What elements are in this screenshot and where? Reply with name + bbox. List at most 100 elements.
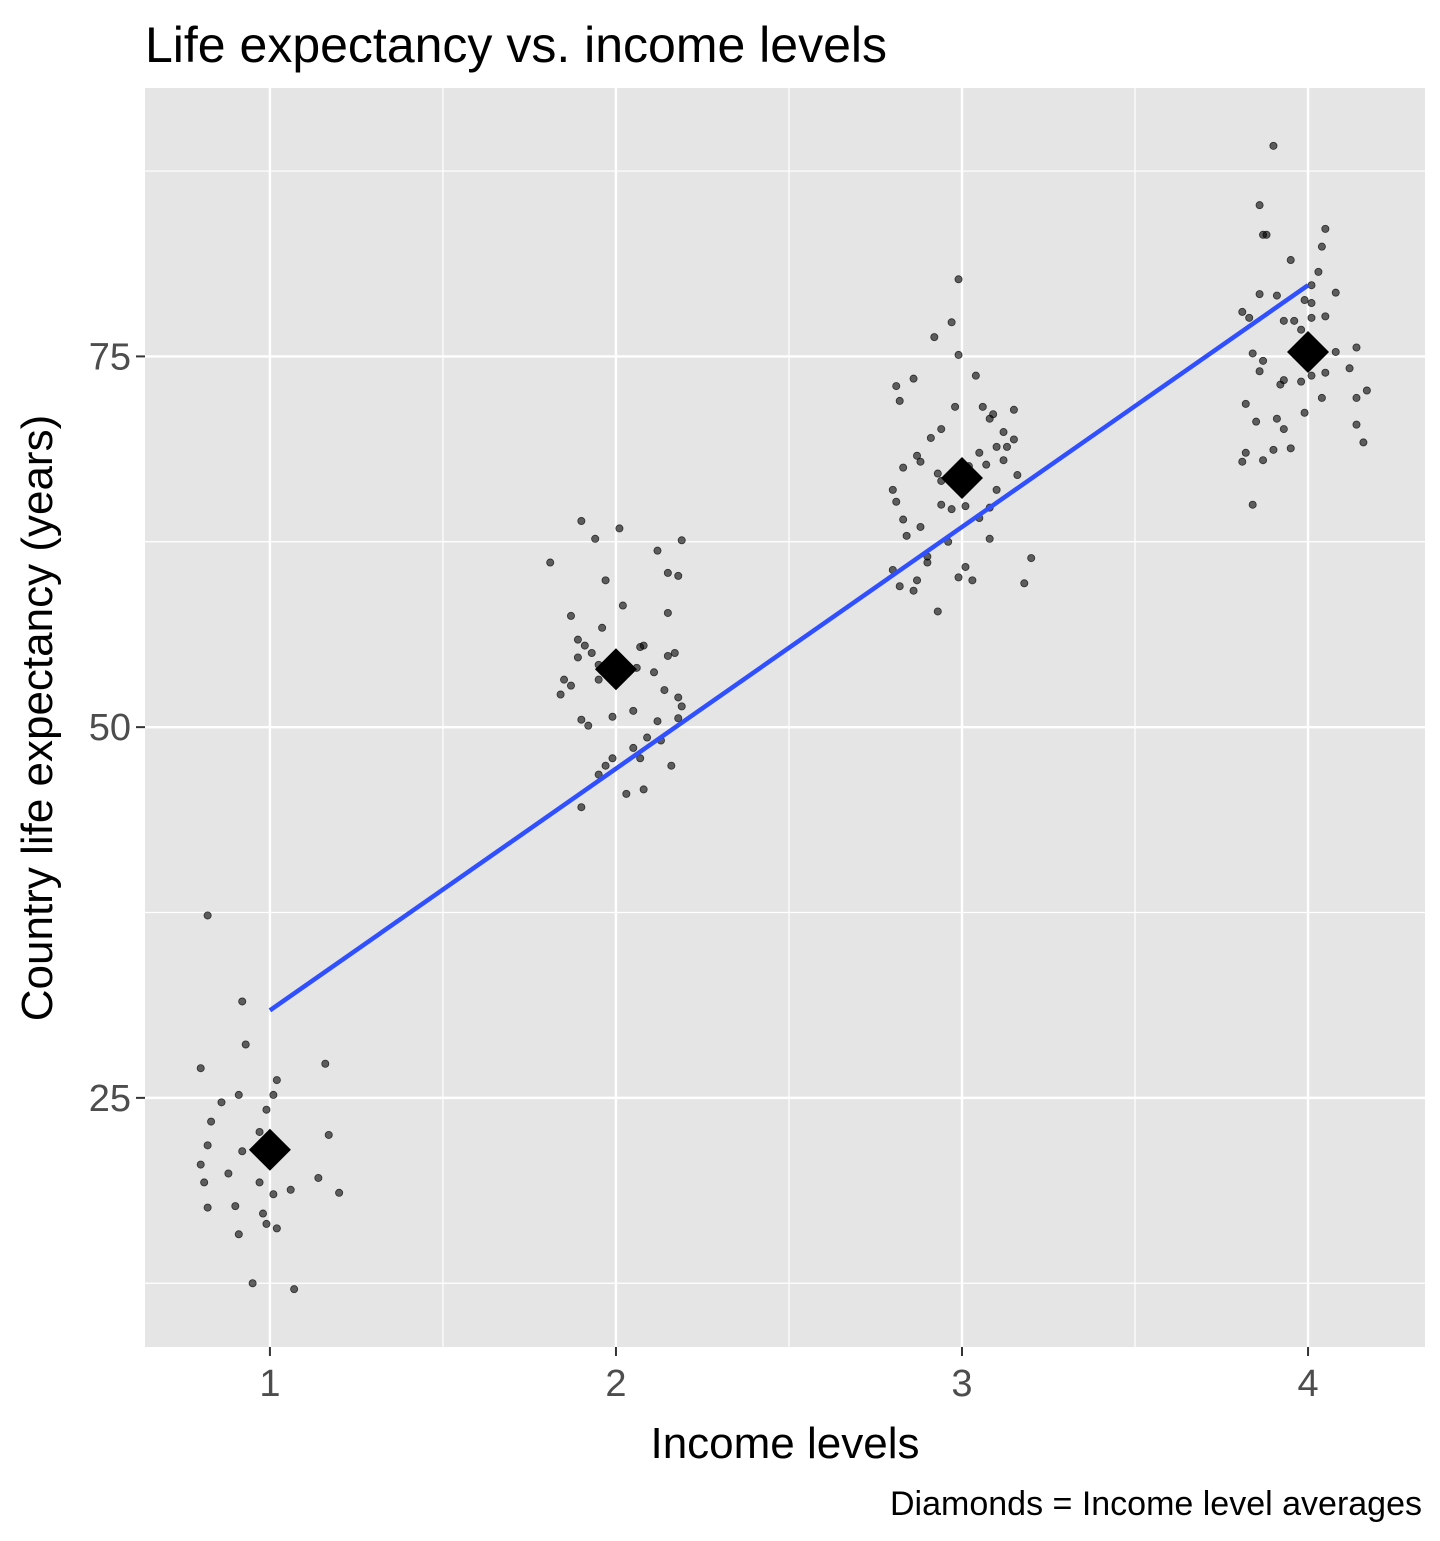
minor-gridlines — [145, 88, 1425, 1347]
data-point — [1002, 442, 1011, 451]
data-point — [985, 414, 994, 423]
data-point — [587, 648, 596, 657]
data-point — [1300, 296, 1309, 305]
data-point — [290, 1285, 299, 1294]
data-point — [1245, 313, 1254, 322]
data-point — [913, 451, 922, 460]
data-point — [556, 690, 565, 699]
data-point — [1345, 364, 1354, 373]
y-axis-title: Country life expectancy (years) — [13, 415, 62, 1021]
data-point — [255, 1127, 264, 1136]
data-point — [608, 754, 617, 763]
data-point — [1248, 349, 1257, 358]
data-point — [1276, 380, 1285, 389]
data-point — [1259, 356, 1268, 365]
data-point — [196, 1160, 205, 1169]
data-point — [663, 608, 672, 617]
data-point — [615, 524, 624, 533]
data-point — [196, 1064, 205, 1073]
data-point — [1352, 420, 1361, 429]
y-tick-label: 25 — [89, 1078, 131, 1120]
x-tick-label: 2 — [605, 1363, 626, 1405]
data-point — [598, 623, 607, 632]
data-point — [909, 586, 918, 595]
data-point — [933, 469, 942, 478]
data-point — [566, 681, 575, 690]
group-mean-diamonds — [248, 330, 1330, 1171]
data-point — [1248, 500, 1257, 509]
mean-diamond — [594, 648, 637, 691]
data-point — [1272, 414, 1281, 423]
data-point — [660, 686, 669, 695]
data-point — [899, 515, 908, 524]
mean-diamond — [248, 1128, 291, 1171]
data-point — [674, 571, 683, 580]
data-point — [1359, 438, 1368, 447]
data-point — [937, 500, 946, 509]
data-point — [1009, 435, 1018, 444]
data-point — [985, 534, 994, 543]
data-point — [231, 1202, 240, 1211]
data-point — [1321, 312, 1330, 321]
fit-line — [268, 283, 1310, 1013]
data-point — [1241, 448, 1250, 457]
data-point — [636, 754, 645, 763]
data-point — [923, 558, 932, 567]
data-point — [999, 456, 1008, 465]
data-point — [902, 531, 911, 540]
data-point — [591, 534, 600, 543]
data-point — [650, 668, 659, 677]
data-point — [1279, 316, 1288, 325]
data-point — [892, 497, 901, 506]
data-point — [975, 448, 984, 457]
data-point — [573, 635, 582, 644]
data-point — [895, 396, 904, 405]
plot-panel — [145, 88, 1425, 1347]
data-point — [1321, 368, 1330, 377]
data-point — [1290, 316, 1299, 325]
data-point — [1297, 377, 1306, 386]
data-point — [203, 911, 212, 920]
data-point — [1269, 141, 1278, 150]
data-point — [577, 517, 586, 526]
data-point — [601, 576, 610, 585]
data-point — [269, 1190, 278, 1199]
data-point — [1255, 367, 1264, 376]
data-point — [892, 382, 901, 391]
data-point — [1307, 313, 1316, 322]
x-tick-label: 3 — [951, 1363, 972, 1405]
data-point — [601, 761, 610, 770]
data-point — [1300, 408, 1309, 417]
data-point — [670, 648, 679, 657]
data-point — [899, 463, 908, 472]
data-point — [324, 1130, 333, 1139]
data-point — [1352, 393, 1361, 402]
data-point — [1255, 201, 1264, 210]
data-point — [947, 318, 956, 327]
x-axis-title: Income levels — [650, 1419, 919, 1468]
data-point — [1317, 242, 1326, 251]
data-point — [1013, 471, 1022, 480]
data-point — [262, 1105, 271, 1114]
data-point — [1020, 579, 1029, 588]
data-point — [971, 371, 980, 380]
data-point — [1307, 299, 1316, 308]
data-point — [961, 562, 970, 571]
data-point — [643, 733, 652, 742]
data-point — [314, 1173, 323, 1182]
data-point — [622, 789, 631, 798]
data-point — [269, 1090, 278, 1099]
data-point — [1352, 343, 1361, 352]
data-point — [594, 675, 603, 684]
y-tick-label: 75 — [89, 336, 131, 378]
data-point — [674, 714, 683, 723]
data-point — [1238, 307, 1247, 316]
data-point — [580, 641, 589, 650]
data-point — [954, 275, 963, 284]
y-axis-ticks: 25 50 75 — [89, 336, 145, 1120]
data-point — [653, 546, 662, 555]
data-point — [978, 402, 987, 411]
data-point — [238, 997, 247, 1006]
data-point — [954, 573, 963, 582]
